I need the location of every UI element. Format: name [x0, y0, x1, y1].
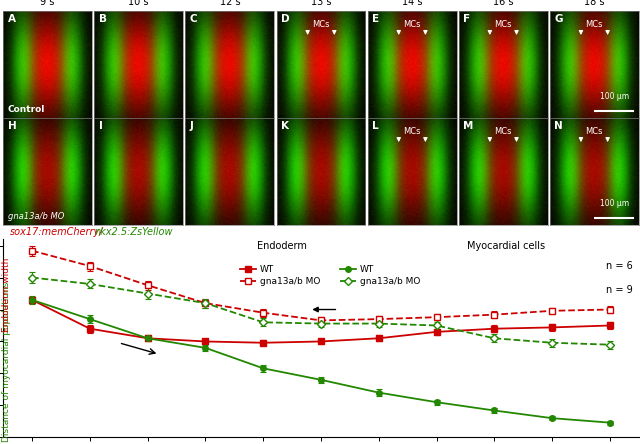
Text: L: L — [372, 121, 379, 131]
Text: 14 s: 14 s — [402, 0, 422, 7]
Text: D: D — [281, 14, 289, 24]
Text: 9 s: 9 s — [40, 0, 55, 7]
Text: 12 s: 12 s — [220, 0, 240, 7]
Text: 18 s: 18 s — [584, 0, 605, 7]
Text: Control: Control — [8, 105, 45, 114]
Text: n = 6: n = 6 — [605, 261, 632, 271]
Text: 10 s: 10 s — [129, 0, 149, 7]
Text: MCs: MCs — [403, 20, 421, 29]
Text: 100 μm: 100 μm — [600, 199, 629, 208]
Legend: WT, gna13a/b MO, WT, gna13a/b MO: WT, gna13a/b MO, WT, gna13a/b MO — [237, 262, 424, 289]
Text: 13 s: 13 s — [310, 0, 332, 7]
Text: N: N — [554, 121, 563, 131]
Text: A: A — [8, 14, 15, 24]
Text: Endoderm: Endoderm — [257, 241, 307, 251]
Text: M: M — [463, 121, 474, 131]
Text: I: I — [99, 121, 102, 131]
Text: sox17:memCherry/: sox17:memCherry/ — [10, 227, 103, 237]
Text: K: K — [281, 121, 289, 131]
Text: E: E — [372, 14, 379, 24]
Text: 16 s: 16 s — [493, 0, 513, 7]
Text: MCs: MCs — [495, 20, 512, 29]
Text: J: J — [190, 121, 194, 131]
Text: MCs: MCs — [312, 20, 330, 29]
Text: gna13a/b MO: gna13a/b MO — [8, 212, 64, 221]
Text: H: H — [8, 121, 17, 131]
Text: Endoderm width: Endoderm width — [2, 258, 11, 332]
Text: G: G — [554, 14, 563, 24]
Text: n = 9: n = 9 — [605, 285, 632, 295]
Text: C: C — [190, 14, 198, 24]
Text: 100 μm: 100 μm — [600, 92, 629, 101]
Text: MCs: MCs — [495, 127, 512, 136]
Text: MCs: MCs — [403, 127, 421, 136]
Text: nkx2.5:ZsYellow: nkx2.5:ZsYellow — [94, 227, 173, 237]
Text: MCs: MCs — [586, 20, 603, 29]
Text: F: F — [463, 14, 470, 24]
Text: B: B — [99, 14, 107, 24]
Text: Distance of myocardial populations: Distance of myocardial populations — [2, 282, 11, 442]
Text: Myocardial cells: Myocardial cells — [467, 241, 545, 251]
Text: MCs: MCs — [586, 127, 603, 136]
